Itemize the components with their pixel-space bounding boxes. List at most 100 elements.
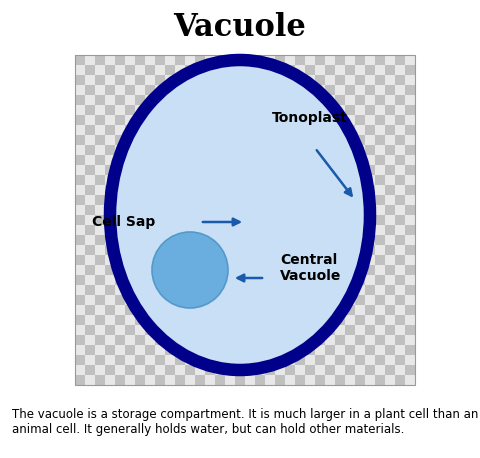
Bar [145,215,155,225]
Bar [295,345,305,355]
Bar [355,335,365,345]
Bar [295,155,305,165]
Bar [115,365,125,375]
Bar [245,225,255,235]
Bar [245,135,255,145]
Bar [325,225,335,235]
Bar [95,55,105,65]
Bar [215,205,225,215]
Bar [255,265,265,275]
Bar [75,335,85,345]
Bar [255,285,265,295]
Bar [175,215,185,225]
Bar [315,325,325,335]
Bar [315,205,325,215]
Bar [75,275,85,285]
Bar [135,245,145,255]
Bar [405,125,415,135]
Bar [175,125,185,135]
Bar [315,145,325,155]
Bar [185,315,195,325]
Bar [165,65,175,75]
Bar [235,75,245,85]
Bar [135,55,145,65]
Bar [75,75,85,85]
Bar [375,195,385,205]
Bar [175,175,185,185]
Bar [405,285,415,295]
Bar [405,205,415,215]
Bar [185,215,195,225]
Bar [285,155,295,165]
Bar [405,265,415,275]
Bar [145,255,155,265]
Bar [135,115,145,125]
Bar [145,165,155,175]
Bar [295,65,305,75]
Bar [295,275,305,285]
Bar [335,55,345,65]
Bar [225,295,235,305]
Bar [355,355,365,365]
Bar [145,325,155,335]
Bar [125,165,135,175]
Bar [325,95,335,105]
Bar [185,135,195,145]
Bar [135,335,145,345]
Bar [95,125,105,135]
Bar [185,245,195,255]
Bar [385,335,395,345]
Bar [405,165,415,175]
Bar [125,305,135,315]
Bar [145,145,155,155]
Bar [285,165,295,175]
Bar [195,225,205,235]
Bar [135,135,145,145]
Bar [75,215,85,225]
Bar [235,215,245,225]
Bar [265,335,275,345]
Bar [125,125,135,135]
Bar [325,185,335,195]
Bar [185,295,195,305]
Bar [325,235,335,245]
Bar [115,285,125,295]
Bar [175,265,185,275]
Bar [285,205,295,215]
Bar [135,345,145,355]
Bar [365,165,375,175]
Bar [375,275,385,285]
Bar [95,85,105,95]
Bar [365,95,375,105]
Bar [395,275,405,285]
Bar [345,345,355,355]
Bar [185,175,195,185]
Bar [85,265,95,275]
Bar [315,265,325,275]
Bar [155,235,165,245]
Bar [225,275,235,285]
Bar [205,145,215,155]
Bar [85,195,95,205]
Bar [355,85,365,95]
Bar [405,295,415,305]
Bar [315,75,325,85]
Bar [285,355,295,365]
Bar [155,125,165,135]
Bar [235,155,245,165]
Bar [125,75,135,85]
Bar [145,115,155,125]
Bar [165,365,175,375]
Bar [355,265,365,275]
Bar [235,165,245,175]
Bar [155,165,165,175]
Bar [185,195,195,205]
Bar [245,275,255,285]
Bar [125,185,135,195]
Bar [335,115,345,125]
Bar [155,95,165,105]
Bar [325,245,335,255]
Bar [205,135,215,145]
Bar [355,205,365,215]
Bar [245,145,255,155]
